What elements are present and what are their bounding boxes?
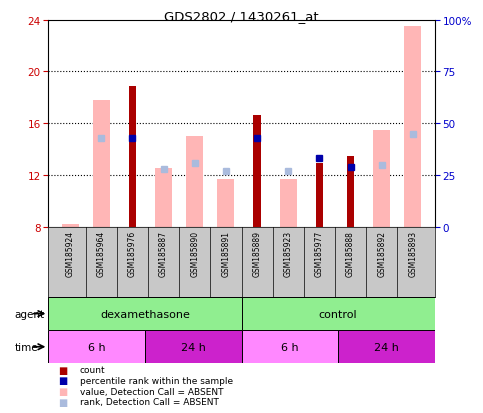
- Text: ■: ■: [58, 375, 67, 385]
- Text: rank, Detection Call = ABSENT: rank, Detection Call = ABSENT: [80, 397, 219, 406]
- Text: GSM185893: GSM185893: [409, 230, 417, 277]
- Bar: [61, 225, 79, 227]
- Bar: [404, 27, 422, 227]
- Text: 6 h: 6 h: [88, 342, 105, 352]
- Bar: [155, 169, 172, 227]
- Bar: [145, 330, 242, 363]
- Text: GSM185976: GSM185976: [128, 230, 137, 277]
- Bar: [217, 180, 234, 227]
- Text: agent: agent: [14, 309, 44, 319]
- Bar: [48, 297, 242, 330]
- Bar: [253, 116, 261, 227]
- Text: GSM185924: GSM185924: [66, 230, 74, 277]
- Text: ■: ■: [58, 365, 67, 375]
- Text: GSM185889: GSM185889: [253, 230, 262, 277]
- Text: GSM185890: GSM185890: [190, 230, 199, 277]
- Text: GSM185888: GSM185888: [346, 230, 355, 276]
- Bar: [338, 330, 435, 363]
- Bar: [242, 297, 435, 330]
- Text: 24 h: 24 h: [181, 342, 206, 352]
- Text: ■: ■: [58, 386, 67, 396]
- Bar: [315, 164, 323, 227]
- Text: GSM185892: GSM185892: [377, 230, 386, 277]
- Text: count: count: [80, 365, 105, 374]
- Text: GSM185891: GSM185891: [221, 230, 230, 277]
- Bar: [280, 180, 297, 227]
- Text: value, Detection Call = ABSENT: value, Detection Call = ABSENT: [80, 387, 223, 396]
- Text: time: time: [14, 342, 38, 352]
- Text: 24 h: 24 h: [374, 342, 399, 352]
- Text: dexamethasone: dexamethasone: [100, 309, 190, 319]
- Text: GSM185887: GSM185887: [159, 230, 168, 277]
- Bar: [373, 131, 390, 227]
- Text: 6 h: 6 h: [281, 342, 298, 352]
- Bar: [347, 156, 355, 227]
- Text: GDS2802 / 1430261_at: GDS2802 / 1430261_at: [164, 10, 319, 23]
- Text: ■: ■: [58, 397, 67, 407]
- Text: GSM185964: GSM185964: [97, 230, 106, 277]
- Bar: [186, 137, 203, 227]
- Text: control: control: [319, 309, 357, 319]
- Bar: [242, 330, 338, 363]
- Bar: [93, 101, 110, 227]
- Text: GSM185977: GSM185977: [315, 230, 324, 277]
- Bar: [128, 86, 136, 227]
- Text: percentile rank within the sample: percentile rank within the sample: [80, 376, 233, 385]
- Bar: [48, 330, 145, 363]
- Text: GSM185923: GSM185923: [284, 230, 293, 277]
